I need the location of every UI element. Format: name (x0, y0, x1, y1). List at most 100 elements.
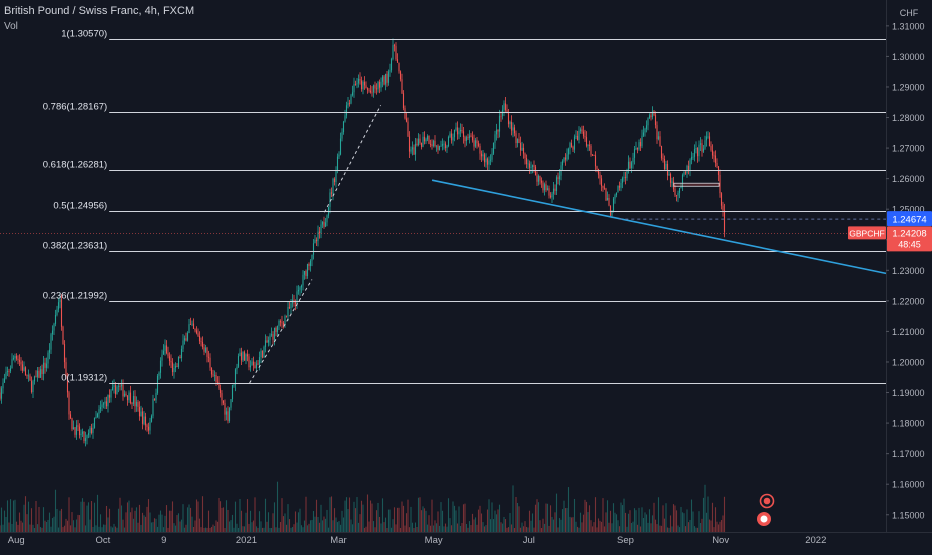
volume-bar (267, 512, 270, 532)
candle-body (366, 88, 369, 90)
volume-bar (489, 519, 492, 532)
candle-body (428, 135, 430, 144)
volume-bar (527, 527, 529, 532)
candle-body (48, 349, 51, 353)
candle-body (561, 161, 564, 166)
volume-bar (6, 500, 9, 532)
volume-bar (191, 516, 193, 532)
earnings-event-icon[interactable] (759, 493, 775, 509)
volume-bar (62, 527, 64, 532)
candle-body (272, 334, 274, 340)
candle-body (246, 354, 249, 357)
candle-body (5, 372, 7, 379)
volume-legend-label[interactable]: Vol (4, 21, 18, 32)
candle-body (336, 156, 339, 170)
volume-bar (101, 527, 103, 532)
volume-bar (659, 525, 661, 532)
chart-title[interactable]: British Pound / Swiss Franc, 4h, FXCM (4, 5, 195, 17)
time-axis-label: Mar (330, 535, 346, 546)
volume-bar (636, 524, 639, 532)
candle-body (41, 369, 43, 375)
candle-body (462, 131, 465, 138)
candle-body (104, 401, 106, 404)
candle-body (690, 156, 693, 160)
volume-bar (428, 515, 430, 532)
volume-bar (579, 512, 582, 532)
volume-bar (459, 526, 462, 532)
candle-body (144, 416, 147, 426)
price-axis-label: 1.30000 (892, 52, 925, 62)
candle-body (107, 395, 109, 407)
candle-body (39, 369, 42, 378)
candle-body (333, 178, 336, 183)
candle-body (593, 155, 595, 156)
volume-bar (330, 496, 333, 532)
candle-body (644, 128, 646, 133)
volume-bar (623, 498, 625, 532)
candle-body (152, 399, 154, 416)
candle-body (209, 357, 211, 368)
volume-bar (525, 526, 528, 532)
candle-body (504, 103, 507, 111)
candle-body (555, 177, 558, 191)
candle-body (117, 386, 120, 387)
volume-bar (390, 527, 393, 532)
volume-bar (417, 497, 420, 532)
volume-bar (224, 527, 226, 532)
volume-bar (443, 526, 445, 532)
volume-bar (710, 520, 712, 532)
volume-bar (335, 517, 337, 532)
volume-bar (41, 527, 43, 532)
volume-bar (509, 513, 511, 532)
candle-body (603, 187, 606, 189)
volume-bar (254, 497, 256, 532)
volume-bar (695, 527, 697, 532)
volume-bar (324, 518, 327, 532)
volume-bar (80, 501, 82, 532)
candle-body (440, 145, 442, 147)
candle-body (519, 143, 522, 151)
candle-body (237, 356, 240, 367)
candle-body (182, 340, 184, 349)
candle-body (188, 324, 190, 334)
volume-bar (491, 502, 493, 532)
candle-body (0, 388, 3, 399)
volume-bar (387, 509, 390, 532)
price-axis-label: 1.15000 (892, 510, 925, 520)
volume-bar (69, 525, 72, 532)
candle-body (146, 425, 148, 427)
volume-bar (431, 499, 433, 532)
volume-bar (357, 522, 360, 532)
volume-bar (50, 526, 52, 532)
price-axis-label: 1.23000 (892, 266, 925, 276)
candle-body (261, 350, 264, 358)
candle-body (534, 166, 537, 176)
volume-bar (501, 523, 504, 532)
candle-body (699, 143, 702, 145)
volume-bar (680, 506, 682, 532)
volume-bar (135, 507, 138, 532)
volume-bar (557, 527, 559, 532)
volume-bar (194, 520, 196, 532)
candle-body (36, 370, 39, 378)
candle-body (629, 161, 631, 169)
volume-bar (642, 518, 645, 532)
candle-body (386, 73, 388, 83)
candle-body (27, 375, 30, 377)
volume-bar (537, 502, 540, 532)
candle-body (260, 350, 262, 358)
candle-body (669, 174, 672, 183)
volume-bar (620, 502, 622, 532)
price-axis-label: 1.25000 (892, 205, 925, 215)
candle-body (710, 146, 712, 151)
candle-body (438, 145, 441, 150)
candle-body (8, 371, 10, 372)
news-event-icon[interactable] (757, 512, 771, 526)
volume-bar (420, 510, 423, 532)
candle-body (158, 372, 160, 376)
volume-bar (149, 512, 151, 532)
candle-body (63, 344, 66, 363)
volume-bar (570, 517, 573, 532)
